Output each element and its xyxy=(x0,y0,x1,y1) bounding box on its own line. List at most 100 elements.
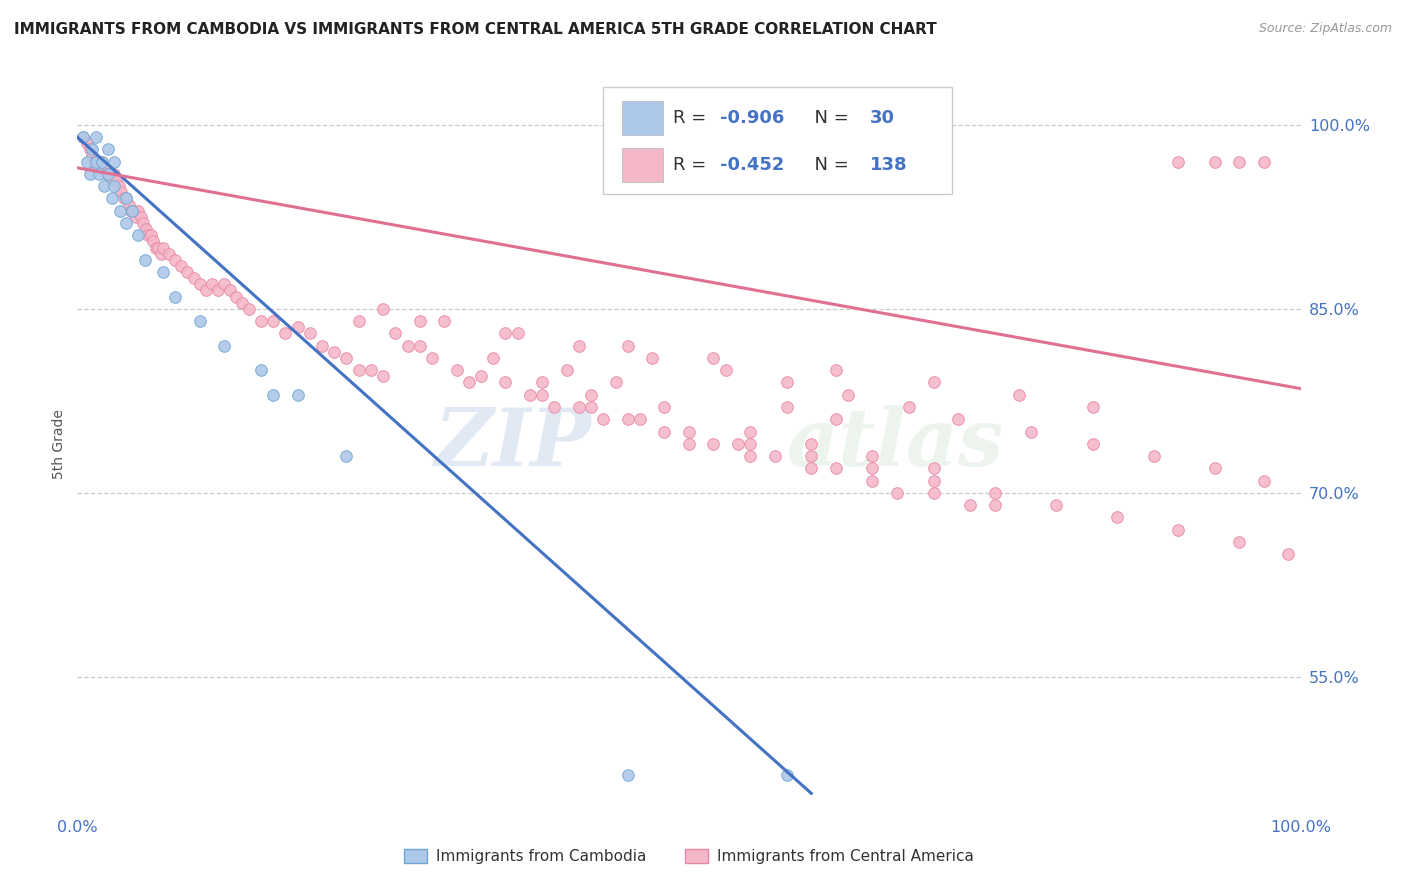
Point xyxy=(311,339,333,353)
Text: -0.906: -0.906 xyxy=(720,110,785,128)
Point xyxy=(360,363,382,377)
Point xyxy=(837,387,859,401)
Point xyxy=(98,167,121,181)
Point xyxy=(105,173,128,187)
Point xyxy=(323,344,346,359)
Point xyxy=(76,136,98,151)
Point xyxy=(132,216,155,230)
Point xyxy=(97,143,120,157)
Point xyxy=(678,425,700,439)
Point xyxy=(103,179,125,194)
Point xyxy=(89,167,111,181)
Point xyxy=(898,400,921,414)
Point xyxy=(470,369,492,384)
Point xyxy=(79,143,101,157)
Point xyxy=(201,277,224,292)
Point xyxy=(1253,154,1275,169)
Point xyxy=(1229,154,1251,169)
Point xyxy=(347,314,370,328)
Point xyxy=(984,498,1007,512)
Point xyxy=(262,387,284,401)
Point xyxy=(274,326,297,341)
Point xyxy=(83,154,105,169)
Point xyxy=(1204,154,1226,169)
Text: N =: N = xyxy=(803,110,855,128)
Point xyxy=(371,369,394,384)
Point xyxy=(1204,461,1226,475)
Point xyxy=(740,425,762,439)
Point xyxy=(84,130,107,145)
Point xyxy=(1081,400,1104,414)
Point xyxy=(396,339,419,353)
Point xyxy=(152,265,174,279)
Text: R =: R = xyxy=(673,110,711,128)
Point xyxy=(298,326,321,341)
Point xyxy=(125,210,148,224)
Point xyxy=(409,314,432,328)
Point xyxy=(579,400,602,414)
Point xyxy=(121,203,143,218)
Point xyxy=(495,326,517,341)
Text: Source: ZipAtlas.com: Source: ZipAtlas.com xyxy=(1258,22,1392,36)
Point xyxy=(1045,498,1067,512)
Point xyxy=(862,449,884,463)
Point xyxy=(165,290,187,304)
Point xyxy=(800,461,823,475)
Point xyxy=(84,154,107,169)
Point xyxy=(592,412,614,426)
Point xyxy=(142,235,165,249)
Point xyxy=(617,768,640,782)
Point xyxy=(605,376,627,390)
Point xyxy=(776,768,799,782)
Point xyxy=(80,143,103,157)
Text: 138: 138 xyxy=(870,156,908,174)
Text: -0.452: -0.452 xyxy=(720,156,785,174)
Point xyxy=(862,474,884,488)
Point xyxy=(482,351,505,365)
Point xyxy=(702,437,724,451)
Point xyxy=(136,228,159,243)
Point xyxy=(231,295,253,310)
Point xyxy=(207,284,229,298)
Point xyxy=(188,314,211,328)
Point xyxy=(384,326,406,341)
Point xyxy=(568,339,591,353)
Point xyxy=(1253,474,1275,488)
Point xyxy=(112,192,135,206)
Point xyxy=(922,486,945,500)
Point xyxy=(433,314,456,328)
Point xyxy=(886,486,908,500)
Point xyxy=(824,461,846,475)
Point xyxy=(409,339,432,353)
Point xyxy=(97,167,120,181)
Point xyxy=(115,192,138,206)
Point xyxy=(139,228,162,243)
Point xyxy=(212,339,235,353)
Point xyxy=(89,161,111,175)
Point xyxy=(188,277,211,292)
Point xyxy=(76,154,98,169)
Point xyxy=(922,461,945,475)
Point xyxy=(335,351,357,365)
FancyBboxPatch shape xyxy=(621,148,664,182)
Point xyxy=(946,412,969,426)
Point xyxy=(79,167,101,181)
Point xyxy=(127,228,149,243)
Point xyxy=(110,186,132,200)
Point xyxy=(135,222,157,236)
Point xyxy=(122,203,145,218)
Point xyxy=(519,387,541,401)
Point xyxy=(1277,547,1299,561)
Point xyxy=(335,449,357,463)
Point xyxy=(727,437,749,451)
Point xyxy=(238,301,260,316)
Legend: Immigrants from Cambodia, Immigrants from Central America: Immigrants from Cambodia, Immigrants fro… xyxy=(398,843,980,871)
Point xyxy=(1167,523,1189,537)
FancyBboxPatch shape xyxy=(621,102,664,136)
Point xyxy=(420,351,443,365)
Point xyxy=(115,216,138,230)
Point xyxy=(212,277,235,292)
Point xyxy=(862,461,884,475)
Point xyxy=(984,486,1007,500)
Point xyxy=(145,240,167,255)
